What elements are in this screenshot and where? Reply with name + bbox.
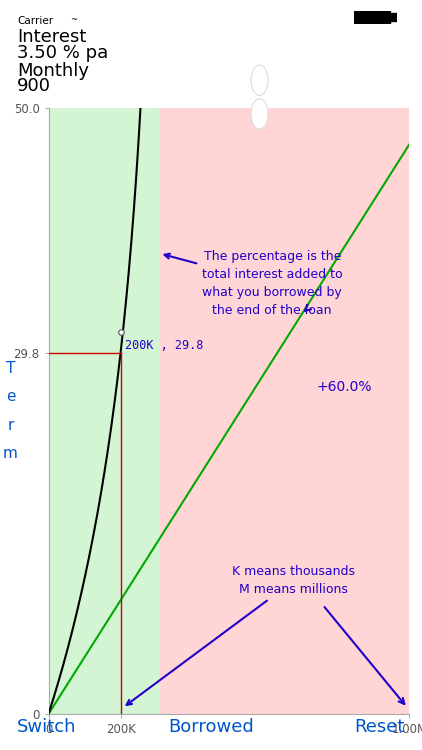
- Text: Borrowed: Borrowed: [168, 718, 254, 736]
- Circle shape: [251, 65, 268, 95]
- Text: 3.50 % pa: 3.50 % pa: [17, 44, 108, 62]
- Bar: [49, 108, 160, 714]
- Text: The percentage is the
total interest added to
what you borrowed by
the end of th: The percentage is the total interest add…: [165, 251, 343, 317]
- Bar: [160, 108, 409, 714]
- Text: ~: ~: [70, 15, 77, 24]
- Text: r: r: [7, 418, 14, 433]
- Text: 200K , 29.8: 200K , 29.8: [125, 339, 203, 352]
- Text: Reset: Reset: [355, 718, 405, 736]
- Text: +60.0%: +60.0%: [316, 380, 372, 394]
- Circle shape: [251, 99, 268, 129]
- Text: e: e: [6, 389, 15, 404]
- Text: T: T: [6, 361, 15, 376]
- Bar: [354, 10, 390, 24]
- Text: m: m: [3, 446, 18, 461]
- Text: Switch: Switch: [17, 718, 76, 736]
- Text: Interest: Interest: [17, 28, 86, 46]
- Text: Monthly: Monthly: [17, 62, 89, 80]
- Text: K means thousands
M means millions: K means thousands M means millions: [127, 566, 355, 705]
- Text: Carrier: Carrier: [17, 16, 53, 26]
- Bar: [391, 13, 397, 21]
- Text: 900: 900: [17, 77, 51, 95]
